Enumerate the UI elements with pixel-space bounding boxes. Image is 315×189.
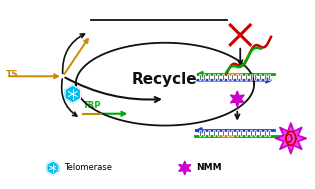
Text: TRP: TRP xyxy=(83,101,101,110)
Polygon shape xyxy=(65,85,80,103)
Text: NMM: NMM xyxy=(196,163,221,172)
Polygon shape xyxy=(280,128,302,149)
Text: Recycle: Recycle xyxy=(132,72,198,87)
Polygon shape xyxy=(179,161,191,175)
Polygon shape xyxy=(231,91,244,107)
Text: Telomerase: Telomerase xyxy=(64,163,112,172)
Text: TS: TS xyxy=(6,70,19,79)
Polygon shape xyxy=(275,123,307,154)
Polygon shape xyxy=(47,161,59,175)
